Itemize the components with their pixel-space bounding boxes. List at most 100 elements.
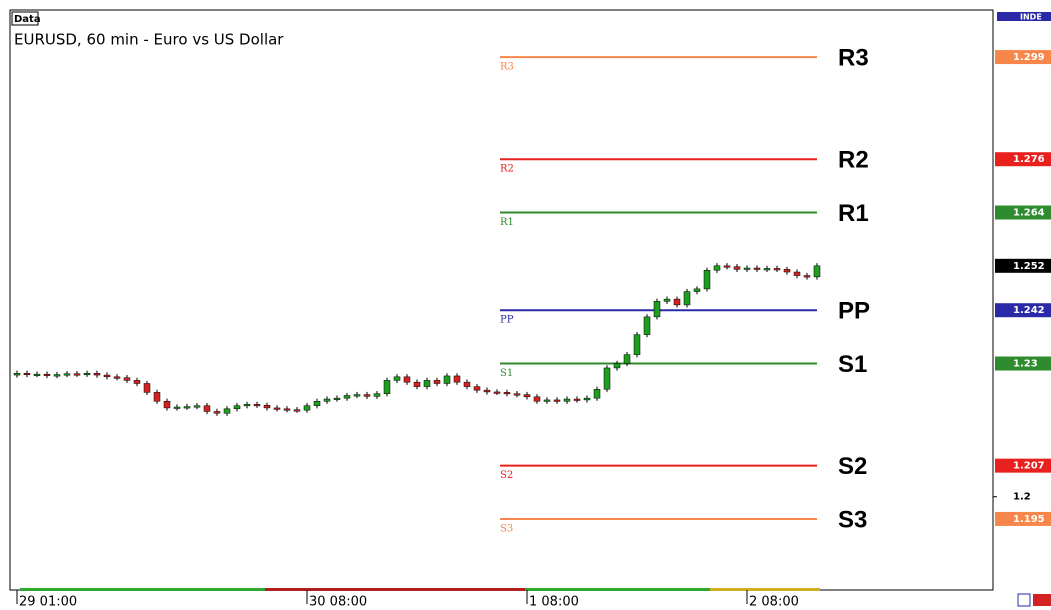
session-bar [265, 588, 525, 591]
candle-body [263, 405, 271, 409]
candle-body [623, 354, 631, 364]
candle-body [673, 298, 681, 306]
candle-body [93, 373, 101, 376]
candle-body [703, 269, 711, 290]
candle-body [783, 269, 791, 273]
price-tag-bg [995, 152, 1051, 167]
candle-body [603, 367, 611, 390]
candle-body [363, 394, 371, 397]
candle-body [283, 408, 291, 411]
candle-body [333, 397, 341, 400]
candle-body [433, 380, 441, 384]
price-tag: 1.23 [1013, 359, 1038, 370]
candle-body [23, 373, 31, 376]
level-small-label: R3 [500, 62, 514, 73]
candle-body [493, 391, 501, 394]
candle-body [563, 398, 571, 402]
candle-body [193, 405, 201, 408]
candle-body [653, 301, 661, 318]
candle-body [203, 405, 211, 412]
x-tick-label: 2 08:00 [749, 595, 799, 610]
candle-body [733, 266, 741, 270]
level-label: S1 [838, 351, 867, 378]
candle-body [133, 380, 141, 384]
candle-body [83, 373, 91, 376]
candle-body [163, 401, 171, 409]
candle-body [713, 265, 721, 271]
y-tick-label: 1.2 [1013, 492, 1031, 503]
candle-body [813, 265, 821, 278]
candle-body [443, 375, 451, 384]
level-label: R3 [838, 44, 869, 71]
candle-body [553, 399, 561, 402]
candle-body [253, 404, 261, 407]
candle-body [483, 389, 491, 393]
candle-body [663, 298, 671, 302]
candle-body [803, 275, 811, 278]
candle-body [373, 393, 381, 397]
price-tag-bg [995, 511, 1051, 526]
candle-body [793, 271, 801, 276]
candle-body [13, 373, 21, 376]
x-tick-label: 29 01:00 [19, 595, 77, 610]
candle-body [273, 407, 281, 410]
candle-body [293, 409, 301, 412]
x-tick-label: 30 08:00 [309, 595, 367, 610]
candle-body [613, 363, 621, 369]
level-small-label: S2 [500, 470, 513, 481]
candle-body [723, 265, 731, 268]
price-tag-bg [995, 205, 1051, 220]
x-tick-label: 1 08:00 [529, 595, 579, 610]
candle-body [33, 373, 41, 376]
candle-body [463, 381, 471, 387]
candle-body [243, 404, 251, 407]
level-small-label: R2 [500, 164, 514, 175]
candle-body [693, 288, 701, 292]
candle-body [633, 334, 641, 355]
candle-body [353, 394, 361, 397]
level-label: S2 [838, 453, 867, 480]
candle-body [413, 381, 421, 387]
price-tag: 1.299 [1013, 52, 1045, 63]
candle-body [753, 267, 761, 270]
last-price: 1.252 [1013, 261, 1045, 272]
box-label-frame [11, 11, 39, 26]
price-tag-bg [995, 356, 1051, 371]
session-bar [710, 588, 820, 591]
level-small-label: S1 [500, 368, 513, 379]
indicator-tag-bg [997, 12, 1051, 21]
candle-body [453, 375, 461, 383]
candle-body [53, 374, 61, 377]
price-tag: 1.207 [1013, 461, 1045, 472]
plot-frame [9, 9, 994, 591]
candle-body [593, 389, 601, 399]
scroll-button[interactable] [1033, 594, 1051, 606]
candle-body [103, 374, 111, 378]
candle-body [773, 268, 781, 271]
candle-body [423, 380, 431, 387]
candle-body [383, 380, 391, 394]
candle-body [303, 405, 311, 411]
candle-body [523, 394, 531, 398]
level-label: R1 [838, 200, 869, 227]
candle-body [743, 267, 751, 270]
candle-body [393, 376, 401, 381]
scroll-button[interactable] [1017, 593, 1031, 607]
candle-body [323, 398, 331, 402]
candle-body [403, 376, 411, 383]
candle-body [113, 376, 121, 379]
candle-body [643, 316, 651, 335]
session-bar [525, 588, 710, 591]
level-small-label: S3 [500, 523, 513, 534]
candle-body [473, 386, 481, 391]
candle-body [543, 399, 551, 402]
candle-body [313, 401, 321, 406]
price-tag: 1.195 [1013, 514, 1045, 525]
candle-body [73, 373, 81, 376]
indicator-tag: INDE [1020, 13, 1042, 22]
price-tag: 1.242 [1013, 305, 1045, 316]
candle-body [583, 397, 591, 401]
candle-body [123, 377, 131, 381]
candle-body [143, 383, 151, 393]
